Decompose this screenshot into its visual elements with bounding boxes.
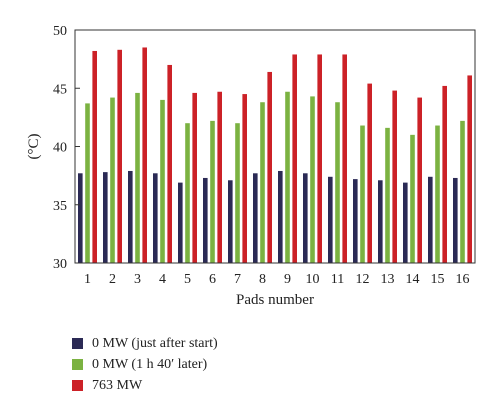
bar-1-pad-6	[203, 177, 208, 263]
bar-3-pad-16	[467, 75, 472, 263]
bar-1-pad-11	[328, 176, 333, 263]
bar-2-pad-7	[235, 123, 240, 263]
legend-item-series-2: 0 MW (1 h 40′ later)	[72, 355, 218, 374]
legend-swatch	[72, 338, 83, 349]
bar-2-pad-12	[360, 125, 365, 263]
x-tick-label: 2	[109, 272, 116, 287]
bar-2-pad-11	[335, 102, 340, 263]
y-tick-label: 30	[53, 257, 67, 272]
bar-1-pad-7	[228, 180, 233, 263]
bar-1-pad-2	[103, 172, 108, 263]
bar-1-pad-5	[178, 182, 183, 263]
bar-1-pad-1	[78, 173, 83, 263]
bar-1-pad-8	[253, 173, 258, 263]
bar-2-pad-8	[260, 102, 265, 263]
legend-swatch	[72, 359, 83, 370]
bar-1-pad-4	[153, 173, 158, 263]
bar-2-pad-6	[210, 120, 215, 264]
bar-1-pad-12	[353, 179, 358, 263]
bar-1-pad-13	[378, 180, 383, 263]
bar-3-pad-10	[317, 54, 322, 264]
bar-3-pad-4	[167, 64, 172, 263]
bar-1-pad-9	[278, 170, 283, 263]
bar-2-pad-15	[435, 125, 440, 263]
bar-1-pad-10	[303, 173, 308, 263]
x-tick-label: 3	[134, 272, 141, 287]
legend-swatch	[72, 380, 83, 391]
x-tick-label: 16	[456, 272, 470, 287]
bar-2-pad-16	[460, 120, 465, 264]
y-tick-label: 50	[53, 24, 67, 39]
bar-2-pad-2	[110, 97, 115, 263]
bar-3-pad-12	[367, 83, 372, 263]
x-tick-label: 8	[259, 272, 266, 287]
y-tick-label: 45	[53, 82, 67, 97]
x-tick-label: 15	[431, 272, 445, 287]
bar-1-pad-16	[453, 177, 458, 263]
bar-2-pad-3	[135, 92, 140, 263]
bar-1-pad-3	[128, 170, 133, 263]
bar-2-pad-5	[185, 123, 190, 263]
x-tick-label: 4	[159, 272, 166, 287]
legend-label: 0 MW (1 h 40′ later)	[92, 356, 208, 372]
bar-1-pad-15	[428, 176, 433, 263]
bar-2-pad-9	[285, 91, 290, 264]
legend-label: 763 MW	[92, 377, 143, 393]
bar-2-pad-13	[385, 127, 390, 263]
bars-group	[78, 47, 472, 264]
bar-3-pad-3	[142, 47, 147, 263]
plot-frame	[74, 29, 476, 264]
bar-3-pad-14	[417, 97, 422, 263]
x-tick-label: 7	[234, 272, 241, 287]
bar-2-pad-14	[410, 134, 415, 263]
legend-item-series-3: 763 MW	[72, 376, 218, 395]
x-tick-label: 13	[381, 272, 395, 287]
y-axis-label: (°C)	[26, 134, 42, 160]
y-axis-ticks: 30 35 40 45 50	[53, 24, 80, 272]
bar-3-pad-5	[192, 92, 197, 263]
bar-1-pad-14	[403, 182, 408, 263]
bar-3-pad-6	[217, 91, 222, 264]
bar-3-pad-7	[242, 94, 247, 263]
bar-3-pad-1	[92, 50, 97, 263]
bar-3-pad-9	[292, 54, 297, 264]
x-axis-label: Pads number	[236, 292, 314, 308]
bar-2-pad-10	[310, 96, 315, 263]
bar-2-pad-1	[85, 103, 90, 264]
bar-3-pad-13	[392, 90, 397, 263]
legend-item-series-1: 0 MW (just after start)	[72, 334, 218, 353]
x-tick-label: 10	[306, 272, 320, 287]
y-tick-label: 35	[53, 199, 67, 214]
x-tick-label: 1	[84, 272, 91, 287]
y-tick-label: 40	[53, 141, 67, 156]
x-tick-label: 9	[284, 272, 291, 287]
x-tick-label: 5	[184, 272, 191, 287]
legend-label: 0 MW (just after start)	[92, 335, 218, 351]
bar-2-pad-4	[160, 99, 165, 264]
x-tick-label: 6	[209, 272, 216, 287]
bar-3-pad-8	[267, 71, 272, 263]
bar-3-pad-15	[442, 85, 447, 263]
x-axis-ticks: 1 2 3 4 5 6 7 8 9 10 11 12 13 14 15 16	[84, 272, 470, 287]
legend: 0 MW (just after start) 0 MW (1 h 40′ la…	[72, 334, 218, 397]
bar-3-pad-11	[342, 54, 347, 264]
x-tick-label: 14	[406, 272, 420, 287]
bar-3-pad-2	[117, 49, 122, 264]
x-tick-label: 11	[331, 272, 344, 287]
x-tick-label: 12	[356, 272, 370, 287]
